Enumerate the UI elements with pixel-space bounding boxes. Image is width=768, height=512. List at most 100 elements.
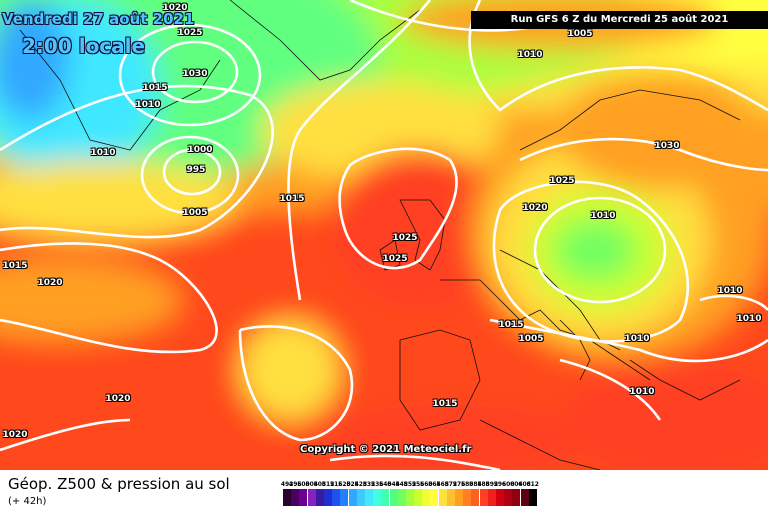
map-subtitle: (+ 42h) bbox=[8, 496, 47, 507]
legend-cell: 552 bbox=[403, 480, 417, 506]
isobar-label: 1020 bbox=[522, 203, 548, 213]
legend-swatch bbox=[364, 489, 373, 506]
legend-label: 524 bbox=[346, 481, 359, 488]
legend-cell: 556 bbox=[411, 480, 425, 506]
legend-label: 600 bbox=[501, 481, 515, 488]
legend-swatch bbox=[291, 489, 300, 506]
legend-swatch bbox=[422, 489, 431, 506]
legend-swatch bbox=[356, 489, 365, 506]
isobar-label: 1015 bbox=[2, 261, 28, 271]
weather-map: 1020 1025 1030 1015 1010 1000 995 1005 1… bbox=[0, 0, 768, 470]
isobar-label: 1025 bbox=[382, 254, 408, 264]
legend-label: 572 bbox=[444, 481, 458, 488]
isobar-label: 1030 bbox=[182, 69, 208, 79]
isobar-label: 1020 bbox=[105, 394, 131, 404]
legend-swatch bbox=[405, 489, 414, 506]
legend-swatch bbox=[463, 489, 472, 506]
legend-cell: 568 bbox=[436, 480, 449, 506]
isobar-label: 1030 bbox=[654, 141, 680, 151]
legend-label: 512 bbox=[321, 481, 335, 488]
forecast-local-time: 2:00 locale bbox=[22, 34, 146, 58]
legend-label: 592 bbox=[485, 481, 499, 488]
legend-label: 544 bbox=[387, 481, 400, 488]
legend-cell: 492 bbox=[280, 480, 294, 506]
isobar-label: 1010 bbox=[90, 148, 116, 158]
legend-swatch bbox=[315, 489, 324, 506]
legend-label: 552 bbox=[403, 481, 417, 488]
legend-label: 556 bbox=[411, 481, 425, 488]
legend-label: 580 bbox=[460, 481, 474, 488]
legend-cell: 560 bbox=[420, 480, 433, 506]
legend-label: 492 bbox=[280, 481, 294, 488]
legend-label: 536 bbox=[370, 481, 384, 488]
isobar-label: 1005 bbox=[182, 208, 208, 218]
isobar-label: 1000 bbox=[187, 145, 213, 155]
isobar-label: 1025 bbox=[549, 176, 575, 186]
legend-cell: 496 bbox=[289, 480, 302, 506]
isobar-label: 1010 bbox=[135, 100, 161, 110]
legend-swatch bbox=[414, 489, 423, 506]
isobar-label: 995 bbox=[186, 165, 206, 175]
isobar-label: 1015 bbox=[498, 320, 524, 330]
legend-swatch bbox=[471, 489, 480, 506]
legend-swatch bbox=[430, 489, 439, 506]
legend-swatch bbox=[479, 489, 488, 506]
legend-swatch bbox=[528, 489, 537, 506]
legend-label: 516 bbox=[329, 481, 343, 488]
legend-cell: 528 bbox=[354, 480, 368, 506]
legend-swatch bbox=[512, 489, 521, 506]
legend-label: 528 bbox=[354, 481, 368, 488]
legend-swatch bbox=[373, 489, 382, 506]
legend-cell: 500 bbox=[297, 480, 310, 506]
isobar-label: 1005 bbox=[567, 29, 593, 39]
isobar-label: 1010 bbox=[517, 50, 543, 60]
legend-swatch bbox=[381, 489, 390, 506]
isobar-label: 1010 bbox=[590, 211, 616, 221]
legend-cell: 604 bbox=[510, 480, 523, 506]
legend-cell: 596 bbox=[494, 480, 506, 506]
legend-cell: 504 bbox=[305, 480, 318, 506]
legend-swatch bbox=[340, 489, 349, 506]
legend-cell: 516 bbox=[329, 480, 343, 506]
legend-swatch bbox=[348, 489, 357, 506]
isobar-label: 1010 bbox=[624, 334, 650, 344]
legend-cell: 536 bbox=[370, 480, 384, 506]
isobar-label: 1010 bbox=[629, 387, 655, 397]
forecast-date: Vendredi 27 août 2021 bbox=[2, 10, 195, 28]
legend-cell: 592 bbox=[485, 480, 499, 506]
legend-cell: 544 bbox=[387, 480, 400, 506]
legend-label: 532 bbox=[362, 481, 376, 488]
legend-cell: 548 bbox=[395, 480, 408, 506]
legend-label: 604 bbox=[510, 481, 523, 488]
legend-cell: 540 bbox=[379, 480, 392, 506]
legend-swatch bbox=[299, 489, 308, 506]
legend-cell: 564 bbox=[428, 480, 441, 506]
legend-cell: 532 bbox=[362, 480, 376, 506]
legend-swatch bbox=[324, 489, 333, 506]
legend-cell: 576 bbox=[452, 480, 466, 506]
isobar-label: 1025 bbox=[392, 233, 418, 243]
legend-label: 548 bbox=[395, 481, 408, 488]
legend-cell: 572 bbox=[444, 480, 458, 506]
legend-label: 576 bbox=[452, 481, 466, 488]
copyright: Copyright © 2021 Meteociel.fr bbox=[300, 444, 472, 455]
map-title: Géop. Z500 & pression au sol bbox=[8, 475, 230, 493]
legend-swatch bbox=[455, 489, 464, 506]
run-info-banner: Run GFS 6 Z du Mercredi 25 août 2021 bbox=[471, 11, 768, 29]
legend-cell: 580 bbox=[460, 480, 474, 506]
legend-label: 584 bbox=[469, 481, 482, 488]
legend-label: 588 bbox=[477, 481, 490, 488]
isobar-label: 1015 bbox=[432, 399, 458, 409]
legend-cell: 512 bbox=[321, 480, 335, 506]
legend-swatch bbox=[520, 489, 529, 506]
legend-swatch bbox=[283, 489, 292, 506]
legend-swatch bbox=[495, 489, 504, 506]
legend-swatch bbox=[397, 489, 406, 506]
legend-swatch bbox=[487, 489, 496, 506]
isobar-label: 1020 bbox=[37, 278, 63, 288]
isobar-label: 1025 bbox=[177, 28, 203, 38]
legend-label: 504 bbox=[305, 481, 318, 488]
legend-label: 508 bbox=[313, 481, 327, 488]
legend-label: 608 bbox=[518, 481, 531, 488]
legend-label: 560 bbox=[420, 481, 433, 488]
